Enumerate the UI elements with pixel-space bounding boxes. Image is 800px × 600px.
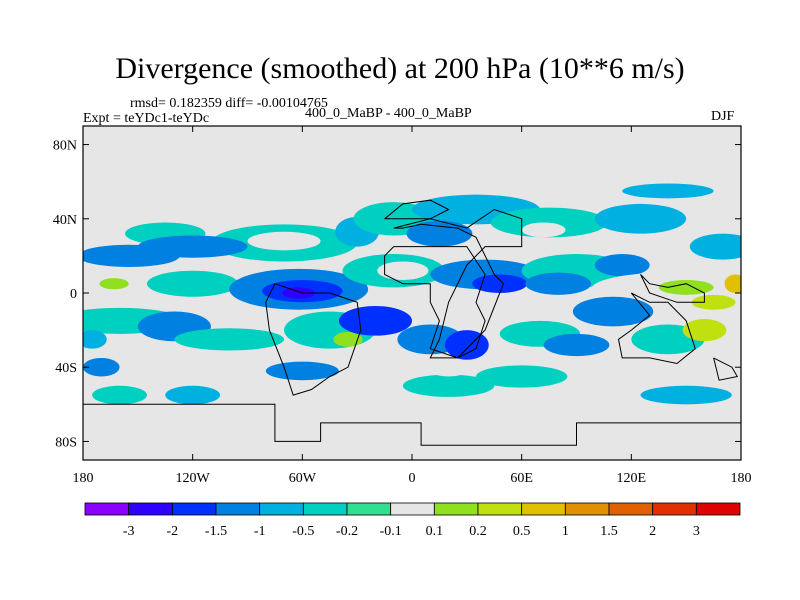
colorbar-label: 1: [562, 524, 569, 539]
colorbar-swatch: [433, 502, 479, 516]
coastline: [384, 246, 486, 359]
field-blob: [146, 270, 239, 297]
colorbar-swatch: [84, 502, 130, 516]
colorbar-swatch: [477, 502, 523, 516]
colorbar-label: 0.2: [469, 524, 487, 539]
field-blob: [525, 272, 592, 295]
stats-line: rmsd= 0.182359 diff= -0.00104765: [130, 96, 328, 111]
continent-outlines: [83, 199, 741, 446]
lat-tick-label: 80N: [53, 139, 77, 154]
colorbar-swatch: [171, 502, 217, 516]
colorbar-label: 1.5: [600, 524, 618, 539]
field-blob: [543, 333, 610, 357]
colorbar-swatch: [128, 502, 173, 516]
coastline: [384, 199, 450, 220]
field-blob: [475, 365, 568, 388]
colorbar-swatch: [521, 502, 566, 516]
field-blob: [247, 231, 321, 251]
colorbar-swatch: [695, 502, 741, 516]
lon-tick-label: 60W: [289, 471, 317, 486]
field-blob: [689, 233, 741, 260]
field-blob: [282, 287, 316, 299]
field-blob: [521, 222, 566, 238]
divergence-field: [83, 183, 741, 405]
lon-tick-label: 180: [73, 471, 94, 486]
colorbar-swatch: [390, 502, 435, 516]
field-blob: [92, 385, 147, 405]
coastline: [617, 292, 696, 365]
colorbar-label: -0.5: [292, 524, 314, 539]
colorbar-swatch: [346, 502, 392, 516]
field-blob: [338, 305, 413, 336]
lon-tick-label: 180: [731, 471, 752, 486]
field-blob: [426, 357, 471, 377]
coastline: [83, 403, 741, 446]
lon-tick-label: 120W: [176, 471, 211, 486]
colorbar-label: -0.2: [336, 524, 358, 539]
field-blob: [406, 220, 473, 247]
lat-tick-label: 40N: [53, 213, 77, 228]
colorbar: -3 -2 -1.5 -1 -0.5 -0.2 -0.1 0.1 0.2 0.5 1 1.5 2 3: [84, 502, 741, 539]
field-blob: [402, 374, 495, 397]
colorbar-label: -0.1: [380, 524, 402, 539]
field-blob: [83, 330, 107, 349]
field-blob: [165, 385, 221, 405]
coastline: [265, 283, 362, 396]
colorbar-swatch: [564, 502, 610, 516]
lat-tick-label: 80S: [55, 435, 77, 450]
field-blob: [83, 357, 120, 377]
colorbar-label: 0.5: [513, 524, 531, 539]
coastline: [393, 208, 523, 359]
chart-title: Divergence (smoothed) at 200 hPa (10**6 …: [115, 52, 685, 85]
field-blob: [472, 274, 528, 293]
center-label: 400_0_MaBP - 400_0_MaBP: [305, 106, 472, 121]
colorbar-swatch: [259, 502, 304, 516]
field-blob: [594, 203, 687, 234]
colorbar-label: 2: [649, 524, 656, 539]
colorbar-label: -1.5: [205, 524, 227, 539]
colorbar-label: 3: [693, 524, 700, 539]
colorbar-swatch: [215, 502, 261, 516]
season-label: DJF: [711, 109, 735, 124]
field-blob: [572, 296, 654, 327]
field-blob: [99, 278, 129, 290]
lon-tick-label: 60E: [510, 471, 533, 486]
axis-ticks: 80N 40N 0 40S 80S 180 120W 60W 0 60E 120E 180: [53, 126, 752, 486]
colorbar-swatch: [302, 502, 348, 516]
experiment-label: Expt = teYDc1-teYDc: [83, 111, 210, 126]
field-blob: [622, 183, 714, 199]
lon-tick-label: 120E: [617, 471, 647, 486]
colorbar-swatch: [652, 502, 697, 516]
field-blob: [640, 385, 732, 405]
colorbar-label: -3: [123, 524, 135, 539]
field-blob: [594, 254, 650, 277]
lat-tick-label: 0: [70, 287, 77, 302]
colorbar-label: -1: [254, 524, 266, 539]
coastline: [640, 274, 705, 303]
field-blob: [174, 328, 285, 351]
field-blob: [333, 331, 363, 347]
field-blob: [377, 261, 429, 281]
colorbar-swatch: [608, 502, 654, 516]
field-blob: [490, 207, 608, 238]
field-blob: [724, 274, 741, 293]
lon-tick-label: 0: [409, 471, 416, 486]
field-blob: [691, 294, 736, 310]
colorbar-label: 0.1: [426, 524, 444, 539]
coastline: [713, 357, 739, 381]
lat-tick-label: 40S: [55, 361, 77, 376]
field-blob: [137, 235, 248, 258]
colorbar-label: -2: [166, 524, 178, 539]
field-blob: [682, 318, 727, 342]
